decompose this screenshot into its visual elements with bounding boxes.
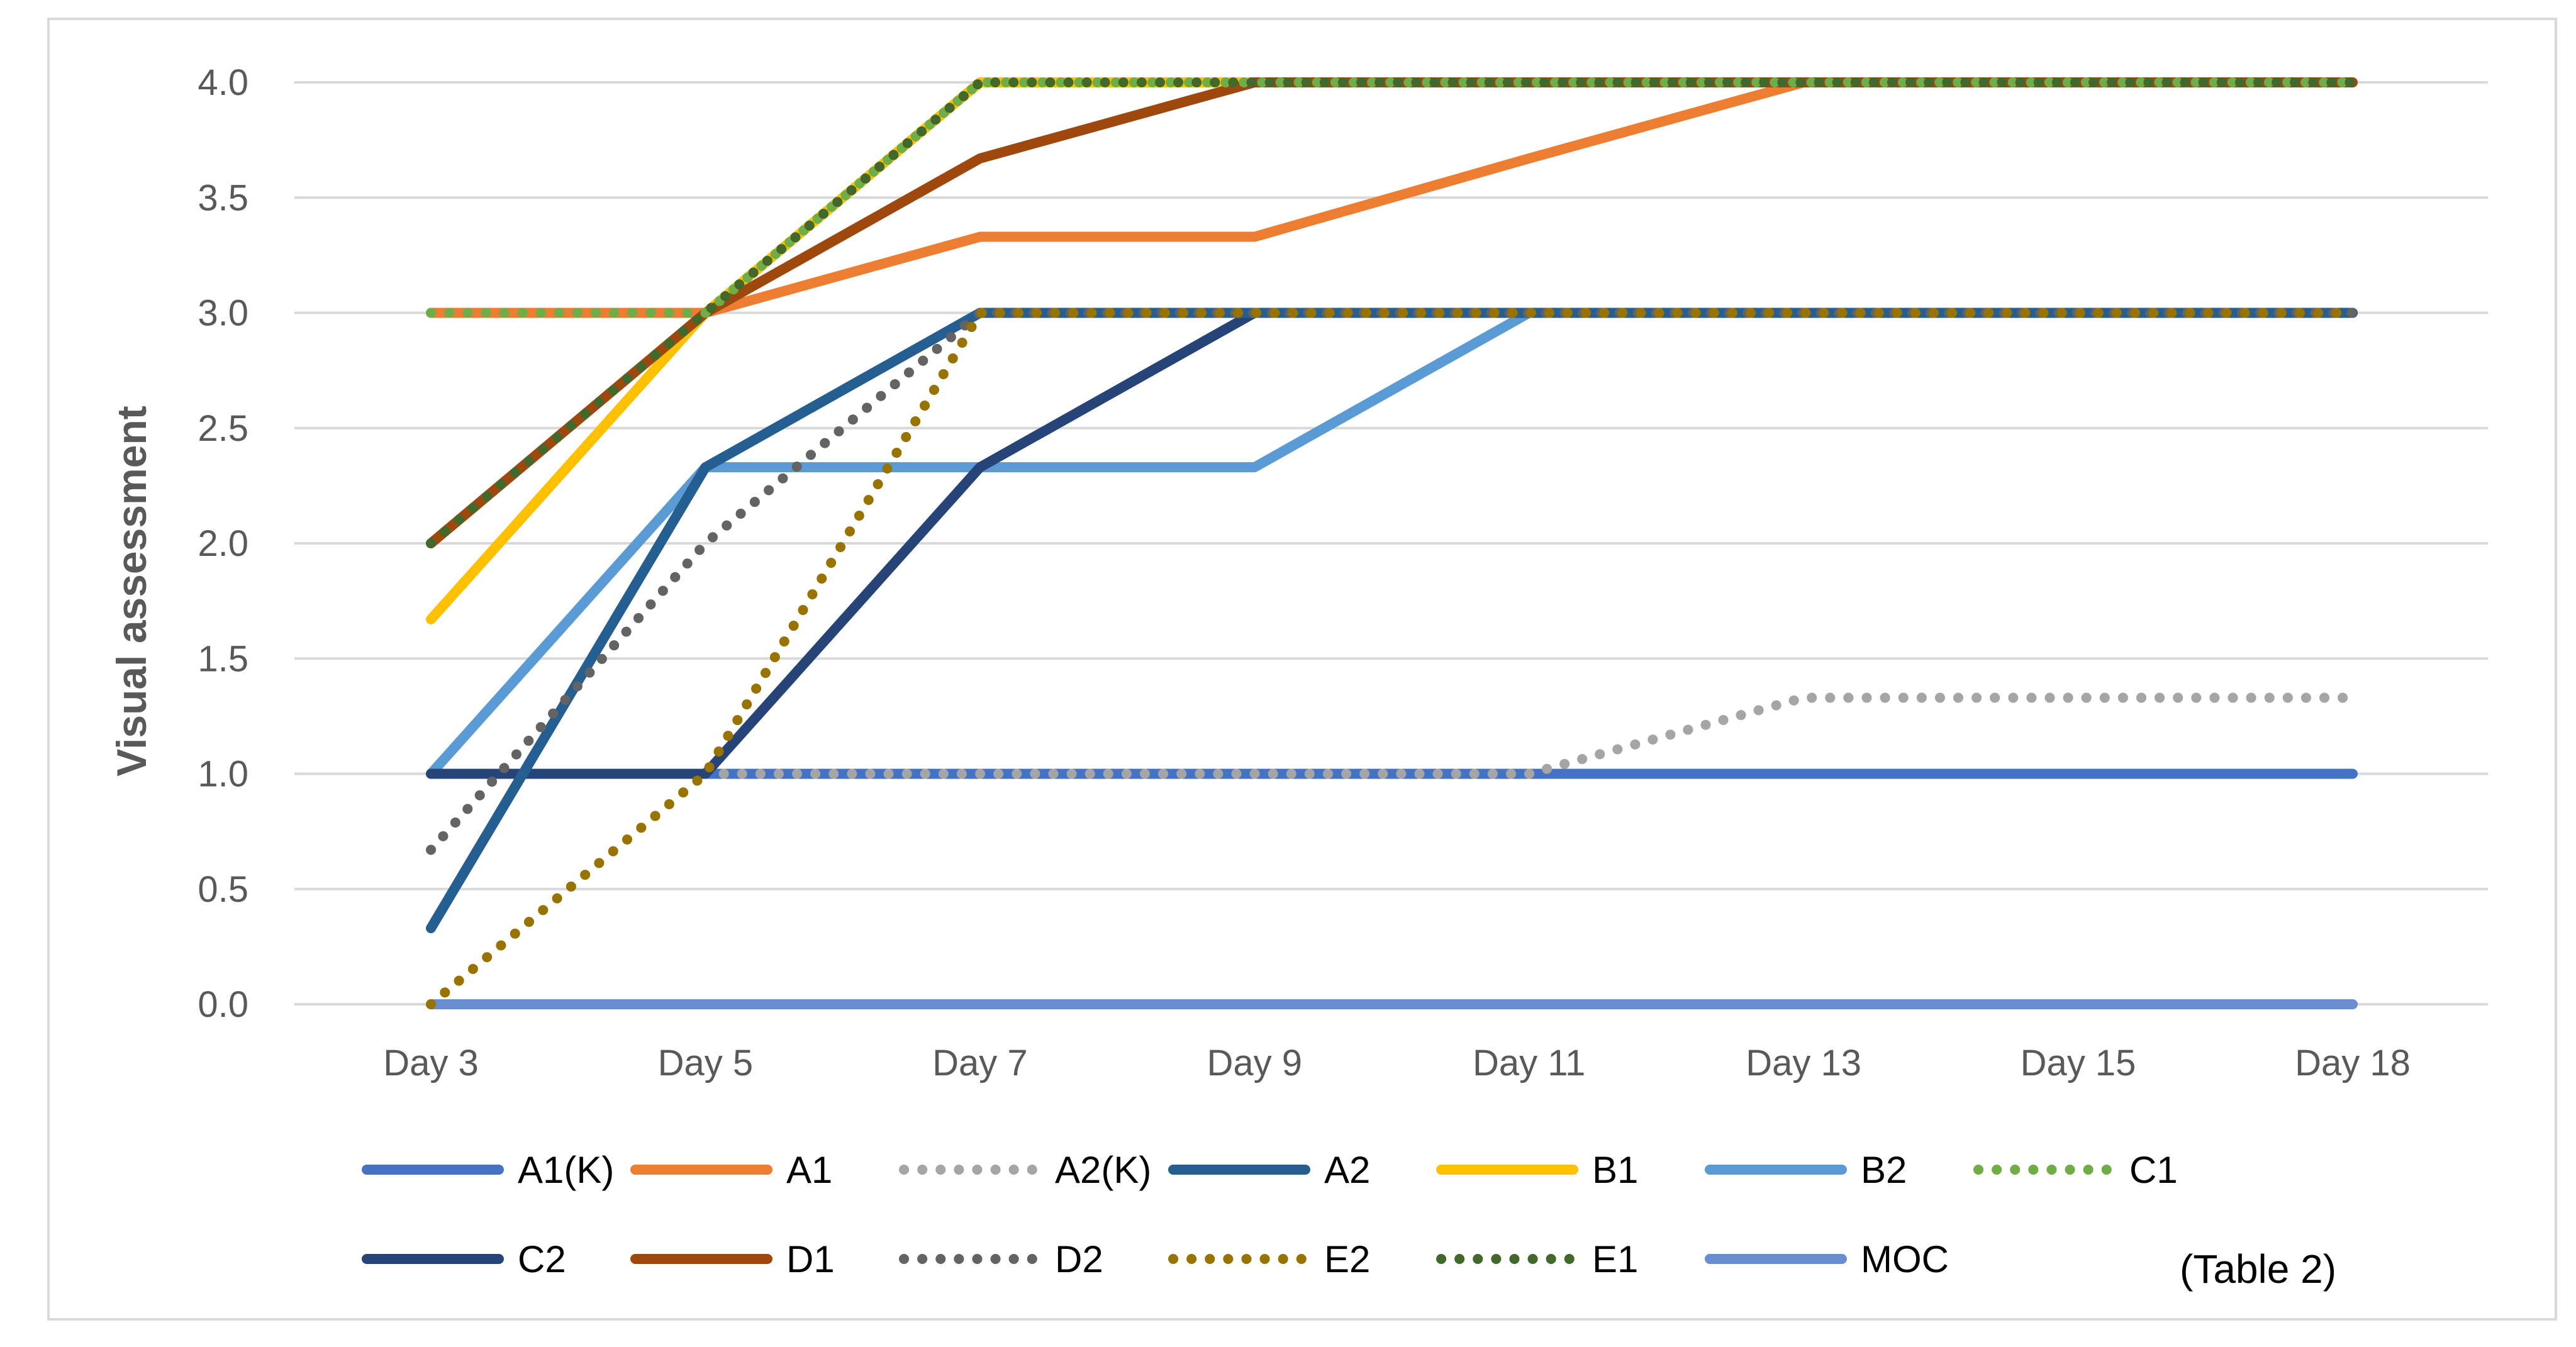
- y-axis-ticks: 0.0 0.5 1.0 1.5 2.0 2.5 3.0 3.5 4.0: [198, 62, 248, 1025]
- legend-label: A2: [1324, 1149, 1370, 1191]
- legend-item: B1: [1436, 1149, 1638, 1191]
- legend-label: D1: [786, 1238, 835, 1280]
- legend-label: MOC: [1861, 1238, 1949, 1280]
- legend-label: B2: [1861, 1149, 1907, 1191]
- y-axis-label: Visual assessment: [108, 406, 155, 777]
- legend-item: D1: [630, 1238, 835, 1280]
- x-tick-label: Day 18: [2295, 1043, 2411, 1084]
- x-tick-label: Day 7: [932, 1043, 1028, 1084]
- y-tick-label: 3.5: [198, 177, 248, 218]
- series-line-e1: [426, 77, 2358, 548]
- legend-label: C2: [518, 1238, 566, 1280]
- legend-item: E1: [1436, 1238, 1638, 1280]
- legend-item: A1: [630, 1149, 832, 1191]
- legend-label: B1: [1592, 1149, 1638, 1191]
- y-tick-label: 0.5: [198, 869, 248, 910]
- legend-item: A2(K): [899, 1149, 1151, 1191]
- legend-item: MOC: [1705, 1238, 1949, 1280]
- legend-item: A2: [1168, 1149, 1370, 1191]
- series-line-d2: [426, 308, 2358, 855]
- legend-item: A1(K): [362, 1149, 614, 1191]
- legend-item: E2: [1168, 1238, 1370, 1280]
- gridlines: [294, 81, 2488, 1006]
- table-note: (Table 2): [2180, 1246, 2336, 1292]
- legend-item: C2: [362, 1238, 566, 1280]
- y-tick-label: 1.0: [198, 754, 248, 795]
- y-tick-label: 4.0: [198, 62, 248, 103]
- chart-frame: [47, 18, 2557, 1321]
- series-line-b1: [426, 77, 2358, 624]
- legend-item: B2: [1705, 1149, 1907, 1191]
- legend-label: E1: [1592, 1238, 1638, 1280]
- y-tick-label: 1.5: [198, 638, 248, 679]
- x-tick-label: Day 3: [383, 1043, 479, 1084]
- legend-label: A1(K): [518, 1149, 614, 1191]
- legend-item: C1: [1973, 1149, 2178, 1191]
- legend-label: D2: [1055, 1238, 1103, 1280]
- series-line-a2: [426, 308, 2358, 934]
- x-tick-label: Day 9: [1207, 1043, 1303, 1084]
- legend: A1(K) A1 A2(K) A2 B1 B2 C1 C2 D1 D2 E2 E1 MOC: [362, 1149, 2178, 1280]
- y-tick-label: 0.0: [198, 984, 248, 1025]
- legend-label: A2(K): [1055, 1149, 1151, 1191]
- x-tick-label: Day 11: [1473, 1043, 1585, 1084]
- y-tick-label: 3.0: [198, 293, 248, 334]
- legend-label: A1: [786, 1149, 832, 1191]
- legend-label: E2: [1324, 1238, 1370, 1280]
- series-lines: [426, 77, 2358, 1009]
- y-tick-label: 2.0: [198, 523, 248, 564]
- series-line-a2k: [426, 692, 2358, 779]
- x-tick-label: Day 5: [658, 1043, 754, 1084]
- x-axis-ticks: Day 3 Day 5 Day 7 Day 9 Day 11 Day 13 Day 15 Da…: [383, 1043, 2411, 1084]
- legend-label: C1: [2129, 1149, 2178, 1191]
- x-tick-label: Day 13: [1746, 1043, 1861, 1084]
- legend-item: D2: [899, 1238, 1103, 1280]
- x-tick-label: Day 15: [2021, 1043, 2136, 1084]
- y-tick-label: 2.5: [198, 408, 248, 449]
